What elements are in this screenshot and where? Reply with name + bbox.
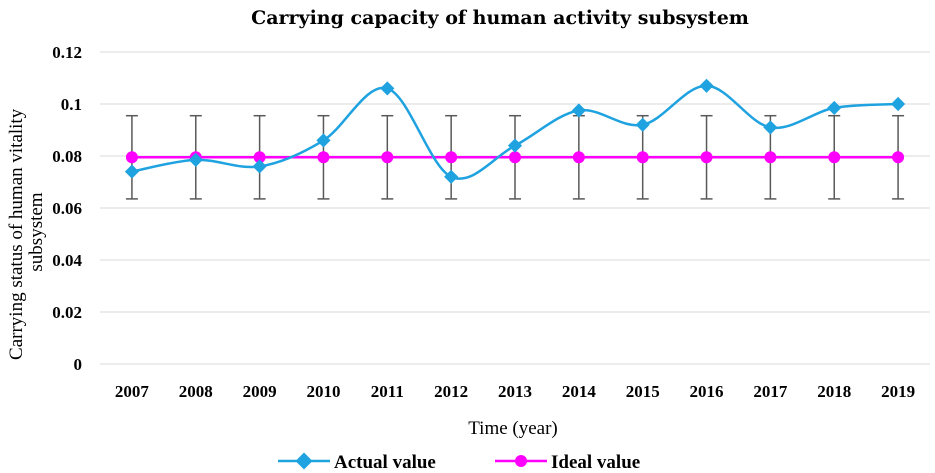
data-point-ideal-value <box>764 151 777 164</box>
x-tick-label: 2014 <box>562 382 597 401</box>
data-point-actual-value <box>252 159 267 174</box>
data-point-ideal-value <box>381 151 394 164</box>
x-tick-label: 2018 <box>817 382 851 401</box>
legend-marker-ideal <box>515 455 527 467</box>
x-tick-label: 2016 <box>690 382 724 401</box>
data-point-ideal-value <box>317 151 330 164</box>
y-axis-label-line-2: subsystem <box>26 192 47 271</box>
data-point-actual-value <box>316 133 331 148</box>
data-point-actual-value <box>571 103 586 118</box>
data-point-actual-value <box>188 152 203 167</box>
data-point-ideal-value <box>828 151 841 164</box>
x-tick-label: 2013 <box>498 382 532 401</box>
data-point-actual-value <box>507 138 523 153</box>
chart-title: Carrying capacity of human activity subs… <box>251 7 749 29</box>
data-point-ideal-value <box>125 151 138 164</box>
x-axis-label: Time (year) <box>468 418 558 439</box>
y-tick-label: 0.1 <box>61 95 82 114</box>
data-point-ideal-value <box>700 151 713 164</box>
data-point-ideal-value <box>636 151 649 164</box>
data-point-actual-value <box>699 78 714 93</box>
legend-label-ideal: Ideal value <box>551 452 640 473</box>
x-tick-label: 2015 <box>626 382 660 401</box>
y-tick-label: 0.06 <box>52 199 82 218</box>
grid <box>100 51 930 365</box>
y-axis-ticks: 0 0.02 0.04 0.06 0.08 0.1 0.12 <box>52 43 82 374</box>
data-point-actual-value <box>444 169 459 184</box>
x-tick-label: 2008 <box>179 382 213 401</box>
x-tick-label: 2017 <box>753 382 788 401</box>
y-tick-label: 0.08 <box>52 147 82 166</box>
y-tick-label: 0.02 <box>52 303 82 322</box>
x-tick-label: 2012 <box>434 382 468 401</box>
x-tick-label: 2010 <box>306 382 340 401</box>
x-tick-label: 2011 <box>371 382 404 401</box>
data-point-actual-value <box>124 164 139 179</box>
legend-item-actual: Actual value <box>278 452 436 473</box>
legend-label-actual: Actual value <box>334 452 436 473</box>
legend-item-ideal: Ideal value <box>495 452 640 473</box>
x-tick-label: 2019 <box>881 382 915 401</box>
data-point-actual-value <box>827 100 842 115</box>
x-tick-label: 2007 <box>115 382 150 401</box>
data-point-actual-value <box>891 96 906 112</box>
data-point-ideal-value <box>253 151 266 164</box>
y-tick-label: 0.04 <box>52 251 82 270</box>
data-point-ideal-value <box>572 151 585 164</box>
data-point-ideal-value <box>892 151 905 164</box>
y-tick-label: 0 <box>74 355 83 374</box>
data-point-actual-value <box>380 81 395 96</box>
data-point-ideal-value <box>445 151 458 164</box>
y-axis-label: Carrying status of human vitality subsys… <box>6 104 47 360</box>
data-point-actual-value <box>635 117 650 132</box>
data-point-actual-value <box>763 120 778 135</box>
x-tick-label: 2009 <box>243 382 277 401</box>
data-point-ideal-value <box>509 151 521 164</box>
legend: Actual value Ideal value <box>278 452 640 473</box>
legend-marker-actual <box>295 452 313 470</box>
y-axis-label-line-1: Carrying status of human vitality <box>6 108 27 360</box>
x-axis-ticks: 2007 2008 2009 2010 2011 2012 2013 2014 2015 2016… <box>115 382 915 401</box>
y-tick-label: 0.12 <box>52 43 82 62</box>
